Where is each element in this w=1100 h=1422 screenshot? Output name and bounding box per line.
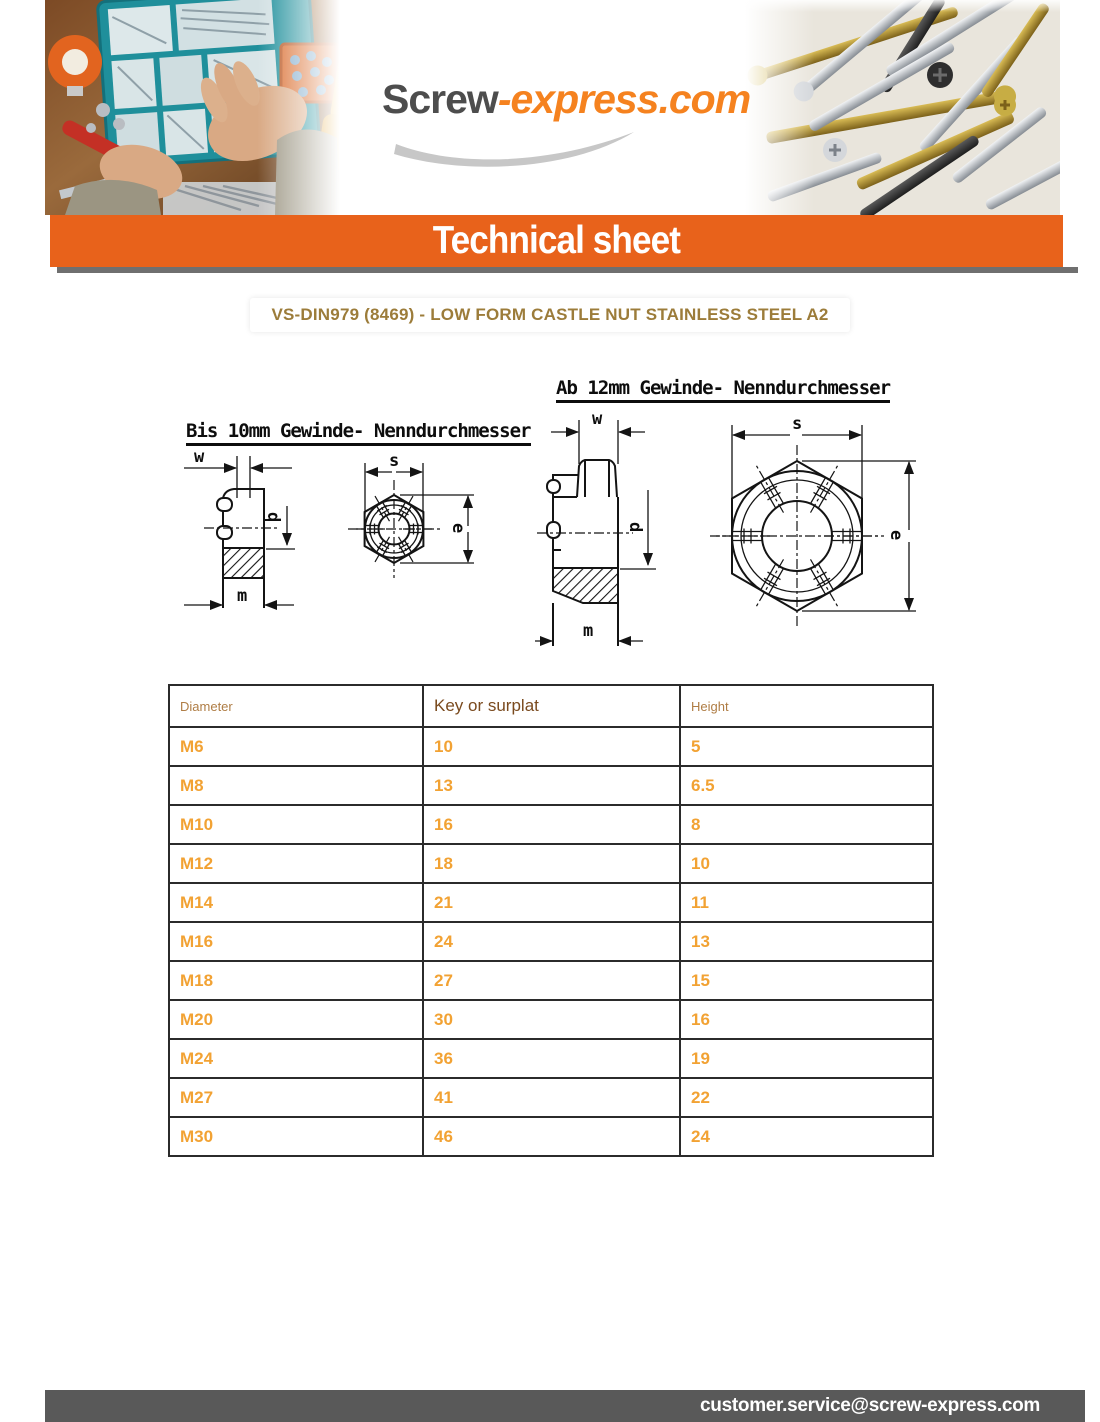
table-row: M20 30 16 (168, 999, 934, 1040)
cell-diameter: M14 (168, 882, 424, 923)
cell-diameter: M10 (168, 804, 424, 845)
cell-diameter: M30 (168, 1116, 424, 1157)
cell-key: 41 (422, 1077, 681, 1118)
drawing-title-large: Ab 12mm Gewinde- Nenndurchmesser (556, 377, 891, 403)
cell-height: 24 (679, 1116, 934, 1157)
cell-key: 21 (422, 882, 681, 923)
cell-height: 22 (679, 1077, 934, 1118)
product-title-box: VS-DIN979 (8469) - LOW FORM CASTLE NUT S… (250, 298, 850, 332)
table-row: M30 46 24 (168, 1116, 934, 1157)
cell-height: 19 (679, 1038, 934, 1079)
product-title: VS-DIN979 (8469) - LOW FORM CASTLE NUT S… (271, 305, 829, 324)
table-row: M18 27 15 (168, 960, 934, 1001)
table-row: M8 13 6.5 (168, 765, 934, 806)
castle-nut-front-view-large: s (702, 414, 927, 655)
cell-diameter: M20 (168, 999, 424, 1040)
cell-diameter: M6 (168, 726, 424, 767)
logo-screw-text: Screw (382, 76, 499, 122)
screws-photo (745, 0, 1060, 215)
logo-express-text: -express.com (497, 76, 751, 122)
cell-height: 13 (679, 921, 934, 962)
col-header-height: Height (679, 684, 934, 728)
dimension-label-e: e (448, 523, 468, 533)
cell-key: 13 (422, 765, 681, 806)
site-logo: Screw-express.com (382, 76, 751, 123)
dimension-label-s2: s (792, 415, 802, 434)
cell-diameter: M8 (168, 765, 424, 806)
cell-key: 36 (422, 1038, 681, 1079)
table-row: M27 41 22 (168, 1077, 934, 1118)
dimension-label-m2: m (583, 621, 593, 641)
table-row: M10 16 8 (168, 804, 934, 845)
cell-height: 11 (679, 882, 934, 923)
dimension-label-d: d (263, 512, 283, 522)
dimension-label-d2: d (625, 522, 645, 532)
table-row: M14 21 11 (168, 882, 934, 923)
dimension-label-e2: e (886, 530, 906, 540)
dimension-label-m: m (237, 586, 247, 606)
spec-table: Diameter Key or surplat Height M6 10 5 M… (168, 684, 934, 1157)
table-row: M6 10 5 (168, 726, 934, 767)
cell-key: 27 (422, 960, 681, 1001)
dimension-label-w2: w (592, 409, 603, 429)
drawing-title-small: Bis 10mm Gewinde- Nenndurchmesser (186, 420, 531, 446)
cell-diameter: M24 (168, 1038, 424, 1079)
cell-key: 18 (422, 843, 681, 884)
cell-height: 8 (679, 804, 934, 845)
dimension-label-w: w (194, 448, 205, 467)
technical-sheet-banner: Technical sheet (50, 215, 1063, 267)
castle-nut-side-view-small: w d m (182, 447, 302, 619)
table-row: M24 36 19 (168, 1038, 934, 1079)
dimension-label-s: s (389, 452, 399, 471)
cell-diameter: M16 (168, 921, 424, 962)
cell-diameter: M27 (168, 1077, 424, 1118)
table-header-row: Diameter Key or surplat Height (168, 684, 934, 728)
cell-height: 6.5 (679, 765, 934, 806)
cell-key: 24 (422, 921, 681, 962)
cell-key: 16 (422, 804, 681, 845)
banner-title: Technical sheet (432, 219, 681, 262)
cell-height: 5 (679, 726, 934, 767)
cell-height: 10 (679, 843, 934, 884)
cell-key: 46 (422, 1116, 681, 1157)
workbench-photo (45, 0, 340, 215)
cell-key: 30 (422, 999, 681, 1040)
cell-height: 16 (679, 999, 934, 1040)
cell-height: 15 (679, 960, 934, 1001)
col-header-key: Key or surplat (422, 684, 681, 728)
logo-swoosh-icon (388, 128, 638, 177)
banner-shadow-strip (57, 267, 1078, 273)
footer-bar: customer.service@screw-express.com (45, 1390, 1085, 1422)
castle-nut-front-view-small: s (340, 451, 485, 589)
col-header-diameter: Diameter (168, 684, 424, 728)
cell-key: 10 (422, 726, 681, 767)
footer-email: customer.service@screw-express.com (700, 1395, 1040, 1416)
cell-diameter: M18 (168, 960, 424, 1001)
cell-diameter: M12 (168, 843, 424, 884)
castle-nut-side-view-large: w d m (535, 408, 660, 661)
table-row: M12 18 10 (168, 843, 934, 884)
table-row: M16 24 13 (168, 921, 934, 962)
